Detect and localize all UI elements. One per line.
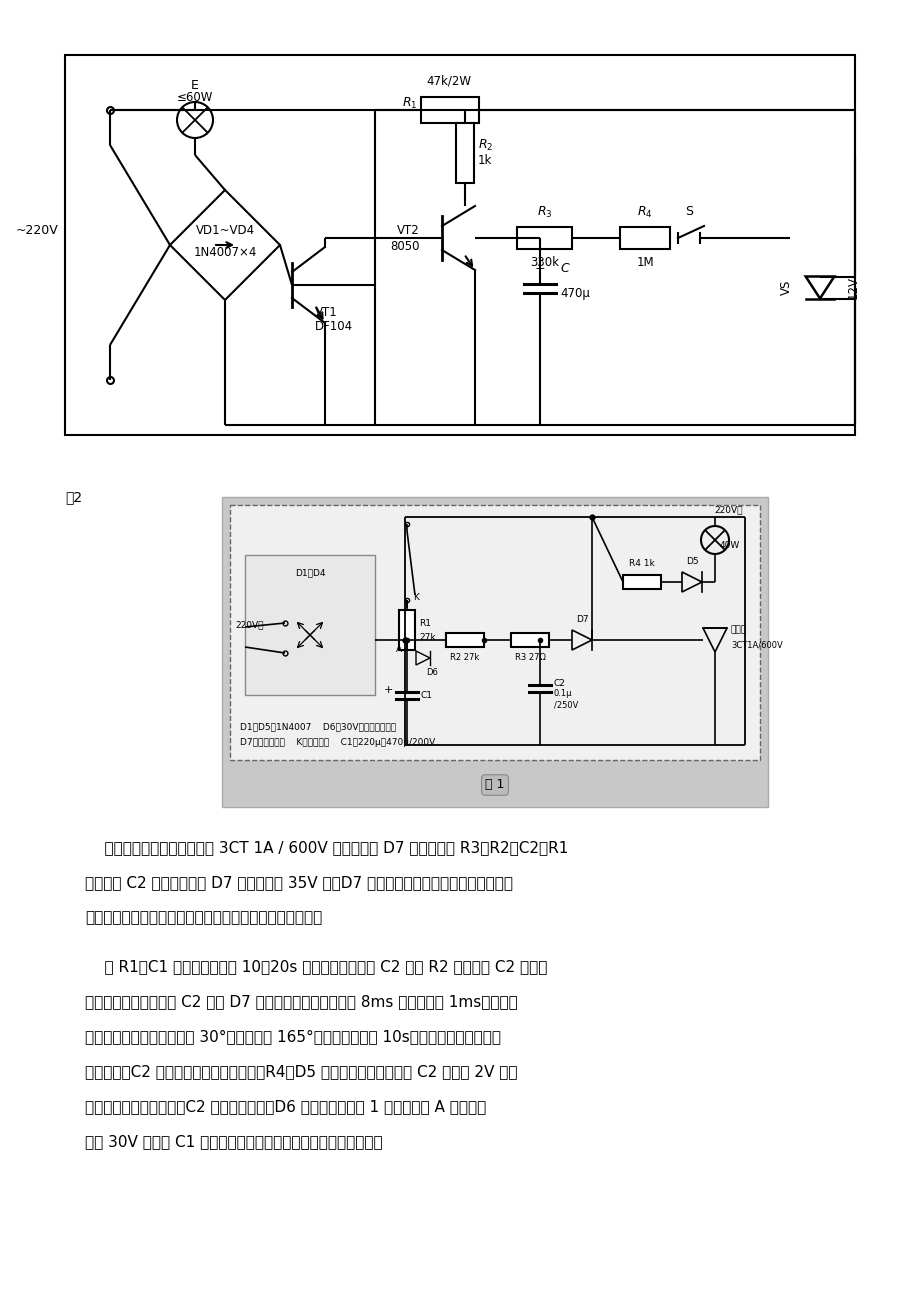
Bar — [510, 633, 549, 647]
Text: 1k: 1k — [478, 155, 492, 168]
Text: 40W: 40W — [720, 540, 740, 549]
Text: K: K — [413, 594, 418, 603]
Bar — [399, 611, 414, 650]
Text: 图 1: 图 1 — [485, 779, 505, 792]
Text: 电路的右半部有单相可控硅 3CT 1A / 600V 触发二极管 D7 和辅助电路 R3、R2、C2、R1: 电路的右半部有单相可控硅 3CT 1A / 600V 触发二极管 D7 和辅助电… — [85, 840, 568, 855]
Text: D5: D5 — [685, 557, 698, 566]
Bar — [446, 633, 483, 647]
Text: 可控硅: 可控硅 — [731, 625, 746, 634]
Text: D7：触发二极管    K：电源开关    C1：220μ～470μ/200V: D7：触发二极管 K：电源开关 C1：220μ～470μ/200V — [240, 738, 435, 747]
Text: 330k: 330k — [530, 256, 559, 270]
Text: 47k/2W: 47k/2W — [425, 76, 471, 89]
Text: C1: C1 — [421, 690, 433, 699]
Text: $C$: $C$ — [560, 262, 570, 275]
Text: 低于 30V 时不给 C1 充电，以避免白炽灯开始通电等待时间过长。: 低于 30V 时不给 C1 充电，以避免白炽灯开始通电等待时间过长。 — [85, 1134, 382, 1148]
Text: $R_3$: $R_3$ — [537, 204, 552, 220]
Bar — [456, 122, 473, 184]
Text: 可控硅电压过零关断后，C2 重新开始充电。D6 的作用是保障图 1 所示电路中 A 点电压在: 可控硅电压过零关断后，C2 重新开始充电。D6 的作用是保障图 1 所示电路中 … — [85, 1099, 486, 1115]
Text: DF104: DF104 — [314, 320, 353, 333]
Text: R4 1k: R4 1k — [629, 559, 654, 568]
Text: D7: D7 — [575, 615, 587, 624]
Text: $R_2$: $R_2$ — [478, 138, 493, 152]
Text: VS: VS — [779, 280, 792, 296]
Text: 压上升而增大，从而使 C2 达到 D7 的触发电压的时间就会从 8ms 逐渐减少到 1ms，从而使: 压上升而增大，从而使 C2 达到 D7 的触发电压的时间就会从 8ms 逐渐减少… — [85, 993, 517, 1009]
Bar — [421, 98, 479, 122]
Text: 逐渐点亮。C2 的值越大，延迟时间越长；R4、D5 保障每当可控硅导通时 C2 放电到 2V 时，: 逐渐点亮。C2 的值越大，延迟时间越长；R4、D5 保障每当可控硅导通时 C2 … — [85, 1064, 517, 1079]
Bar — [516, 227, 572, 249]
Text: 470μ: 470μ — [560, 286, 589, 299]
Text: D1～D5：1N4007    D6：30V瞬变抑制二极管: D1～D5：1N4007 D6：30V瞬变抑制二极管 — [240, 723, 396, 730]
Text: 220V～: 220V～ — [234, 621, 263, 629]
Text: 白炽灯有电流通过。这部分电路是典型的可控硅调压电路。: 白炽灯有电流通过。这部分电路是典型的可控硅调压电路。 — [85, 910, 322, 924]
Text: VD1~VD4: VD1~VD4 — [195, 224, 255, 237]
Text: /250V: /250V — [553, 700, 578, 710]
Text: ~220V: ~220V — [16, 224, 58, 237]
Text: VT2: VT2 — [397, 224, 420, 237]
Text: 图2: 图2 — [65, 490, 82, 504]
Text: +: + — [534, 262, 544, 275]
Bar — [221, 497, 767, 807]
Text: C2: C2 — [553, 678, 565, 687]
Text: 220V～: 220V～ — [714, 505, 743, 514]
Text: R3 27Ω: R3 27Ω — [514, 654, 545, 661]
Bar — [65, 55, 854, 435]
Text: 1M: 1M — [636, 256, 653, 270]
Text: $R_1$: $R_1$ — [402, 95, 416, 111]
Text: 由 R1、C1 组成的时常数为 10～20s 的充电电路使得由 C2 通过 R2 的电流随 C2 上的电: 由 R1、C1 组成的时常数为 10～20s 的充电电路使得由 C2 通过 R2… — [85, 960, 547, 974]
Text: ≤60W: ≤60W — [176, 91, 213, 104]
Text: R1: R1 — [418, 618, 430, 628]
Text: 27k: 27k — [418, 633, 436, 642]
Text: VT1: VT1 — [314, 306, 337, 319]
Text: 1N4007×4: 1N4007×4 — [193, 246, 256, 259]
Text: 12V: 12V — [846, 276, 859, 299]
Bar — [230, 505, 759, 760]
Text: D1～D4: D1～D4 — [294, 569, 325, 578]
Bar — [244, 555, 375, 695]
Text: 通过白炽灯的电压导通角由 30°逐渐增大到 165°。这个过程大约 10s，白炽灯在这个过程中: 通过白炽灯的电压导通角由 30°逐渐增大到 165°。这个过程大约 10s，白炽… — [85, 1029, 501, 1044]
Text: 0.1μ: 0.1μ — [553, 689, 572, 698]
Text: D6: D6 — [425, 668, 437, 677]
Text: 组成。当 C2 充电电压达到 D7 的触发电压 35V 时，D7 击穿产生触发脉冲，使可控硅导通，: 组成。当 C2 充电电压达到 D7 的触发电压 35V 时，D7 击穿产生触发脉… — [85, 875, 513, 891]
Bar — [622, 575, 660, 589]
Text: +: + — [383, 685, 392, 695]
Text: 3CT1A/600V: 3CT1A/600V — [731, 641, 782, 650]
Text: A: A — [395, 644, 402, 654]
Text: S: S — [685, 204, 692, 217]
Text: E: E — [191, 79, 199, 92]
Text: R2 27k: R2 27k — [450, 654, 479, 661]
Text: 8050: 8050 — [390, 240, 420, 253]
Bar — [619, 227, 669, 249]
Text: $R_4$: $R_4$ — [637, 204, 652, 220]
